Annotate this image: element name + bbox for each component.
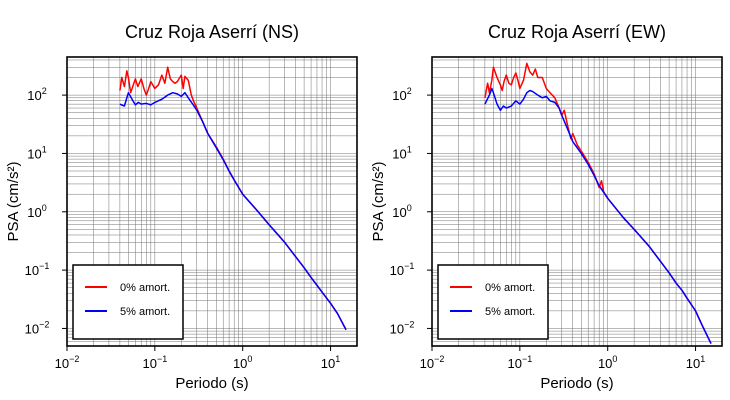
- x-tick-label: 10−2: [55, 354, 80, 371]
- chart-title: Cruz Roja Aserrí (EW): [488, 22, 666, 42]
- y-tick-label: 101: [27, 144, 46, 161]
- x-tick-label: 101: [321, 354, 340, 371]
- legend-box: [437, 264, 549, 340]
- y-tick-label: 10−1: [25, 261, 50, 278]
- legend: 0% amort. 5% amort.: [72, 264, 184, 340]
- y-axis-label: PSA (cm/s²): [5, 161, 22, 241]
- y-tick-label: 10−2: [390, 319, 415, 336]
- plot-frame: [431, 56, 723, 347]
- y-tick-label: 101: [392, 144, 411, 161]
- legend-box: [72, 264, 184, 340]
- x-tick-label: 10−2: [420, 354, 445, 371]
- plot-frame: [66, 56, 358, 347]
- x-tick-label: 101: [686, 354, 705, 371]
- x-tick-label: 100: [233, 354, 252, 371]
- legend: 0% amort. 5% amort.: [437, 264, 549, 340]
- legend-label-damped: 5% amort.: [485, 306, 535, 318]
- y-tick-label: 10−1: [390, 261, 415, 278]
- legend-label-undamped: 0% amort.: [485, 282, 535, 294]
- x-tick-label: 100: [598, 354, 617, 371]
- y-tick-label: 100: [27, 203, 46, 220]
- chart-panel: 10−2 10−1 100 101 10−2 10−1 100 101 102 Cruz Roja…: [370, 22, 723, 392]
- y-tick-label: 100: [392, 203, 411, 220]
- legend-label-undamped: 0% amort.: [120, 282, 170, 294]
- legend-label-damped: 5% amort.: [120, 306, 170, 318]
- series-line-damped: [119, 91, 347, 331]
- x-tick-label: 10−1: [507, 354, 532, 371]
- grid: [67, 57, 357, 346]
- y-axis-label: PSA (cm/s²): [370, 161, 387, 241]
- y-tick-label: 102: [392, 86, 411, 103]
- series-line-damped: [484, 87, 712, 344]
- y-tick-label: 102: [27, 86, 46, 103]
- x-axis-label: Periodo (s): [175, 375, 248, 392]
- chart-title: Cruz Roja Aserrí (NS): [125, 22, 299, 42]
- y-tick-label: 10−2: [25, 319, 50, 336]
- chart-panel: 10−2 10−1 100 101 10−2 10−1 100 101 102 Cruz Roja…: [5, 22, 358, 392]
- x-tick-label: 10−1: [142, 354, 167, 371]
- x-axis-label: Periodo (s): [540, 375, 613, 392]
